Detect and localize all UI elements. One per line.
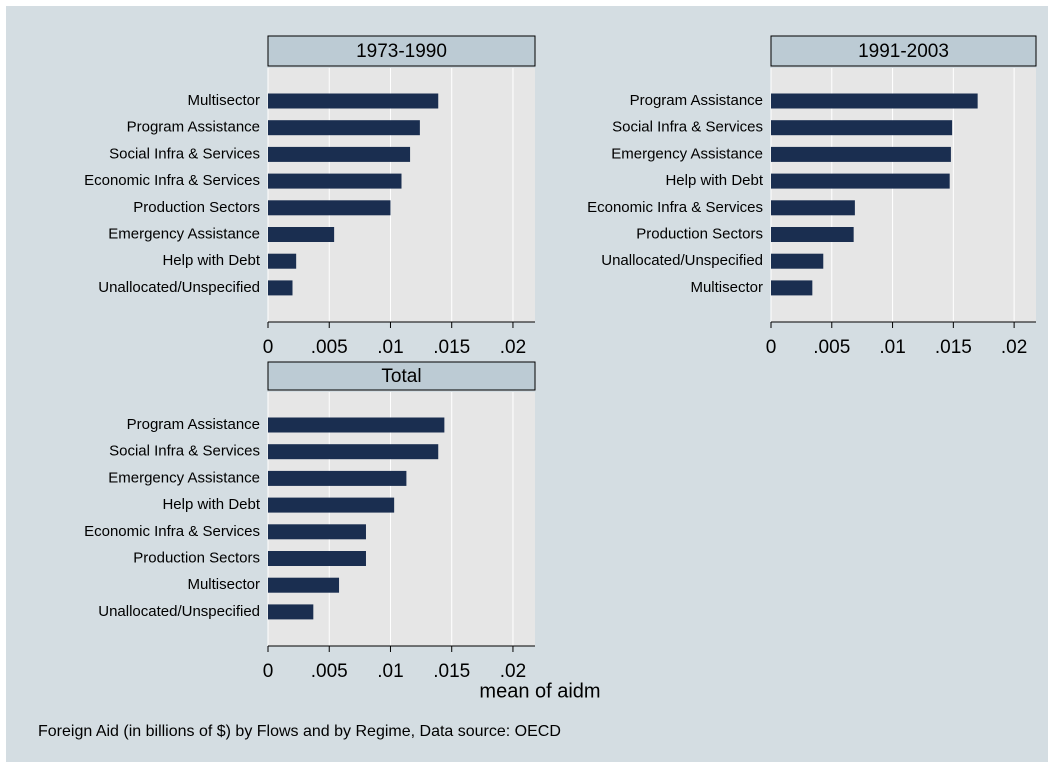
x-axis-title: mean of aidm xyxy=(479,680,600,702)
x-tick-label: 0 xyxy=(263,337,274,358)
bar xyxy=(268,253,297,269)
bar xyxy=(268,577,340,593)
y-tick-label: Program Assistance xyxy=(127,119,260,136)
note: Foreign Aid (in billions of $) by Flows … xyxy=(38,723,561,740)
y-tick-label: Social Infra & Services xyxy=(109,145,260,162)
strip xyxy=(770,35,1037,67)
bar xyxy=(771,173,950,189)
x-tick-label: .01 xyxy=(377,337,403,358)
bar xyxy=(268,146,411,162)
plot-area xyxy=(268,68,535,322)
y-tick-label: Social Infra & Services xyxy=(109,443,260,460)
x-tick-label: .01 xyxy=(879,337,905,358)
strip xyxy=(267,361,536,391)
bar xyxy=(268,280,293,296)
bar xyxy=(268,173,402,189)
x-tick-label: .015 xyxy=(935,337,972,358)
y-tick-label: Program Assistance xyxy=(630,92,763,109)
bar xyxy=(268,200,391,216)
y-tick-label: Production Sectors xyxy=(133,199,260,216)
bar xyxy=(268,497,395,513)
strip xyxy=(267,35,536,67)
y-tick-label: Economic Infra & Services xyxy=(84,523,260,540)
bar xyxy=(771,253,824,269)
bar xyxy=(771,120,953,136)
y-tick-label: Help with Debt xyxy=(665,172,763,189)
x-tick-label: .005 xyxy=(813,337,850,358)
x-tick-label: .005 xyxy=(311,337,348,358)
bar xyxy=(771,93,978,109)
y-tick-label: Multisector xyxy=(690,279,763,296)
y-tick-label: Emergency Assistance xyxy=(108,469,260,486)
y-tick-label: Social Infra & Services xyxy=(612,119,763,136)
bar xyxy=(268,524,366,540)
x-tick-label: .005 xyxy=(311,661,348,682)
x-tick-label: 0 xyxy=(263,661,274,682)
bar xyxy=(268,93,439,109)
panel-title: 1991-2003 xyxy=(858,41,949,62)
y-tick-label: Multisector xyxy=(187,576,260,593)
bar xyxy=(771,227,854,242)
bar xyxy=(268,417,445,433)
panel-title: Total xyxy=(381,366,421,387)
bar xyxy=(771,200,855,216)
x-tick-label: .02 xyxy=(500,661,526,682)
bar xyxy=(268,444,439,460)
y-tick-label: Multisector xyxy=(187,92,260,109)
y-tick-label: Emergency Assistance xyxy=(108,225,260,242)
bar xyxy=(268,470,407,486)
y-tick-label: Unallocated/Unspecified xyxy=(98,603,260,620)
x-tick-label: 0 xyxy=(766,337,777,358)
bar xyxy=(268,551,366,566)
y-tick-label: Economic Infra & Services xyxy=(84,172,260,189)
x-tick-label: .02 xyxy=(1001,337,1027,358)
plot-area xyxy=(771,68,1036,322)
x-tick-label: .01 xyxy=(377,661,403,682)
panel-title: 1973-1990 xyxy=(356,41,447,62)
y-tick-label: Help with Debt xyxy=(162,252,260,269)
bar xyxy=(771,146,951,162)
y-tick-label: Production Sectors xyxy=(133,549,260,566)
bar xyxy=(268,604,314,620)
x-tick-label: .015 xyxy=(433,661,470,682)
x-tick-label: .02 xyxy=(500,337,526,358)
y-tick-label: Emergency Assistance xyxy=(611,145,763,162)
y-tick-label: Program Assistance xyxy=(127,416,260,433)
y-tick-label: Production Sectors xyxy=(636,225,763,242)
plot-area xyxy=(268,392,535,646)
bar xyxy=(771,280,813,296)
bar xyxy=(268,227,335,242)
x-tick-label: .015 xyxy=(433,337,470,358)
y-tick-label: Economic Infra & Services xyxy=(587,199,763,216)
y-tick-label: Help with Debt xyxy=(162,496,260,513)
y-tick-label: Unallocated/Unspecified xyxy=(98,279,260,296)
bar xyxy=(268,120,420,136)
y-tick-label: Unallocated/Unspecified xyxy=(601,252,763,269)
